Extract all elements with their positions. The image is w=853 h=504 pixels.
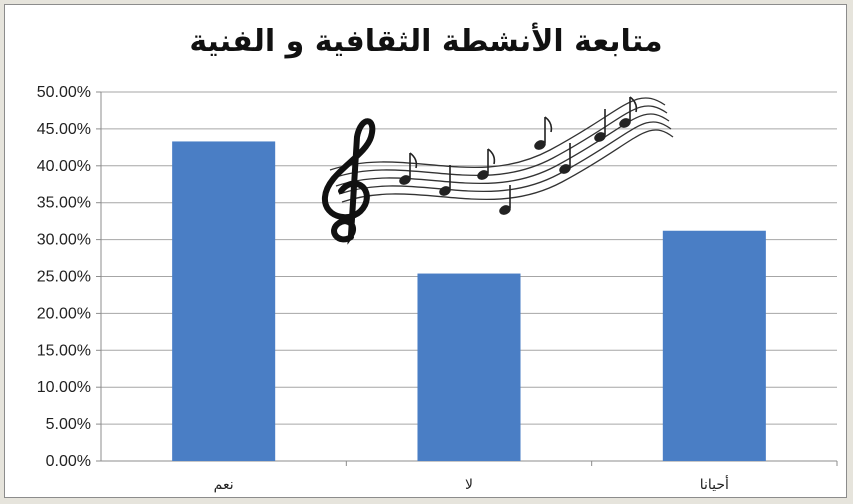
bar bbox=[417, 273, 521, 461]
y-tick-label: 0.00% bbox=[46, 453, 91, 470]
y-tick-label: 50.00% bbox=[37, 84, 91, 101]
y-tick-label: 20.00% bbox=[37, 305, 91, 322]
bar-chart: متابعة الأنشطة الثقافية و الفنية bbox=[37, 22, 838, 493]
y-tick-label: 35.00% bbox=[37, 195, 91, 212]
y-tick-label: 40.00% bbox=[37, 158, 91, 175]
music-notes-icon bbox=[322, 96, 674, 245]
x-axis-categories: نعم لا أحيانا bbox=[214, 475, 729, 493]
x-category-label: نعم bbox=[214, 477, 234, 493]
x-category-label: أحيانا bbox=[700, 475, 729, 493]
y-tick-label: 5.00% bbox=[46, 416, 91, 433]
y-tick-label: 25.00% bbox=[37, 269, 91, 286]
bars bbox=[172, 141, 766, 462]
chart-container: متابعة الأنشطة الثقافية و الفنية bbox=[4, 4, 847, 498]
chart-title: متابعة الأنشطة الثقافية و الفنية bbox=[189, 22, 662, 59]
y-tick-label: 10.00% bbox=[37, 379, 91, 396]
y-tick-label: 30.00% bbox=[37, 232, 91, 249]
bar bbox=[662, 230, 766, 461]
y-tick-label: 15.00% bbox=[37, 342, 91, 359]
x-category-label: لا bbox=[465, 477, 473, 493]
bar bbox=[172, 141, 276, 462]
y-axis-ticks: 0.00% 5.00% 10.00% 15.00% 20.00% 25.00% 30.00%… bbox=[37, 84, 91, 470]
y-tick-label: 45.00% bbox=[37, 121, 91, 138]
